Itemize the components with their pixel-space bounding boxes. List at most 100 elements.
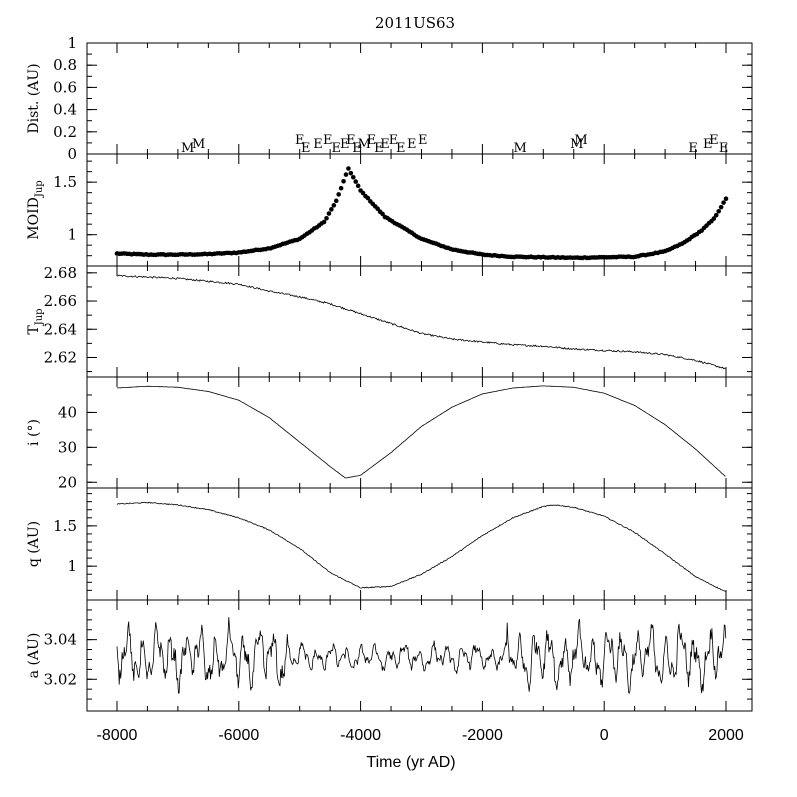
- encounter-label: E: [313, 137, 323, 152]
- encounter-label: E: [380, 137, 390, 152]
- panel-moid: 1 1.5 MOIDJup: [26, 153, 753, 267]
- panel-frame-incl: [86, 376, 753, 489]
- moid-point: [721, 200, 726, 205]
- panel-frame-moid: [86, 153, 753, 267]
- y-tick-label: 2.66: [44, 292, 77, 310]
- moid-point: [346, 166, 351, 171]
- panel-incl: 20 30 40 i (°): [26, 376, 753, 491]
- moid-point: [338, 185, 344, 191]
- y-axis-label-tjup: TJup: [26, 308, 45, 334]
- y-tick-label: 1: [67, 557, 77, 575]
- moid-point: [716, 208, 721, 214]
- y-axis-label-a: a (AU): [26, 633, 42, 679]
- series-line-incl: [117, 385, 726, 479]
- encounter-label: E: [367, 133, 377, 148]
- panel-q: 1 1.5 q (AU): [26, 487, 753, 601]
- moid-point: [329, 207, 334, 212]
- encounter-label: E: [418, 133, 428, 148]
- y-tick-label: 3.04: [44, 631, 77, 649]
- panel-frame-tjup: [86, 265, 753, 378]
- y-tick-label: 0.6: [53, 78, 77, 96]
- panel-frame-a: [86, 599, 753, 712]
- y-tick-label: 0: [67, 145, 77, 163]
- encounter-label: M: [574, 133, 587, 148]
- y-axis-label-incl: i (°): [26, 419, 42, 446]
- moid-point: [365, 195, 371, 201]
- series-line-q: [116, 501, 726, 592]
- encounter-label: E: [688, 141, 698, 156]
- x-tick-label: -6000: [218, 727, 259, 744]
- panel-frame-q: [86, 487, 753, 601]
- x-tick-label: -2000: [462, 727, 503, 744]
- y-axis-label-moid: MOIDJup: [26, 180, 45, 239]
- encounter-label: E: [301, 141, 311, 156]
- x-axis-label: Time (yr AD): [366, 754, 455, 771]
- encounter-label: E: [709, 133, 719, 148]
- encounter-label: M: [570, 137, 583, 152]
- moid-point: [326, 211, 332, 216]
- encounter-label: E: [396, 141, 406, 156]
- encounter-label: E: [374, 141, 384, 156]
- x-tick-label: 0: [600, 727, 609, 744]
- panel-tjup: 2.62 2.64 2.66 2.68 TJup: [26, 264, 753, 378]
- moid-point: [321, 219, 327, 225]
- y-tick-label: 1.5: [53, 517, 77, 535]
- x-tick-label: 2000: [708, 727, 744, 744]
- x-tick-label: -4000: [340, 727, 381, 744]
- moid-point: [360, 190, 366, 196]
- chart-title: 2011US63: [375, 14, 455, 32]
- encounter-label: M: [358, 137, 371, 152]
- encounter-label: E: [323, 133, 333, 148]
- y-tick-label: 0.2: [53, 123, 77, 141]
- encounter-label: E: [407, 137, 417, 152]
- y-tick-label: 1.5: [53, 173, 77, 191]
- y-tick-label: 0.8: [53, 56, 77, 74]
- encounter-label: E: [389, 133, 399, 148]
- y-axis-label-subscript: Jup: [34, 180, 45, 198]
- y-axis-label-text: MOID: [26, 197, 42, 240]
- encounter-label: E: [703, 137, 713, 152]
- y-tick-label: 1: [67, 226, 77, 244]
- y-tick-label: 20: [58, 473, 77, 491]
- encounter-label: E: [331, 141, 341, 156]
- y-axis-label-subscript: Jup: [34, 308, 45, 326]
- moid-point: [723, 196, 729, 202]
- moid-point: [718, 204, 724, 210]
- y-axis-label-text: a (AU): [26, 633, 42, 679]
- encounter-label: E: [719, 141, 729, 156]
- moid-point: [713, 212, 719, 218]
- moid-point: [380, 211, 385, 217]
- encounter-label: M: [514, 141, 527, 156]
- encounter-label: E: [340, 137, 350, 152]
- y-tick-label: 3.02: [44, 670, 77, 688]
- moid-point: [341, 178, 346, 184]
- encounter-label: E: [295, 133, 305, 148]
- moid-point: [350, 174, 356, 180]
- y-axis-label-dist: Dist. (AU): [26, 63, 42, 133]
- y-tick-label: 1: [67, 34, 77, 52]
- moid-point: [343, 172, 349, 177]
- time-axis: -8000 -6000 -4000 -2000 0 2000: [97, 727, 744, 744]
- y-tick-label: 2.68: [44, 264, 77, 282]
- series-line-tjup: [117, 274, 726, 370]
- y-axis-label-text: T: [26, 325, 42, 335]
- moid-point: [353, 179, 359, 184]
- panel-a: 3.02 3.04a (AU): [26, 599, 753, 712]
- moid-point: [333, 198, 339, 204]
- y-tick-label: 0.4: [53, 101, 77, 119]
- moid-point: [348, 170, 354, 176]
- moid-point: [355, 183, 361, 189]
- y-axis-label-q: q (AU): [26, 521, 42, 567]
- moid-point: [331, 203, 337, 208]
- encounter-label: M: [192, 137, 205, 152]
- series-line-a: [116, 617, 727, 694]
- moid-point: [711, 216, 717, 221]
- encounter-label: E: [352, 141, 362, 156]
- y-axis-label-text: q (AU): [26, 521, 42, 567]
- x-tick-label: -8000: [97, 727, 138, 744]
- y-tick-label: 30: [58, 438, 77, 456]
- moid-point: [324, 215, 329, 221]
